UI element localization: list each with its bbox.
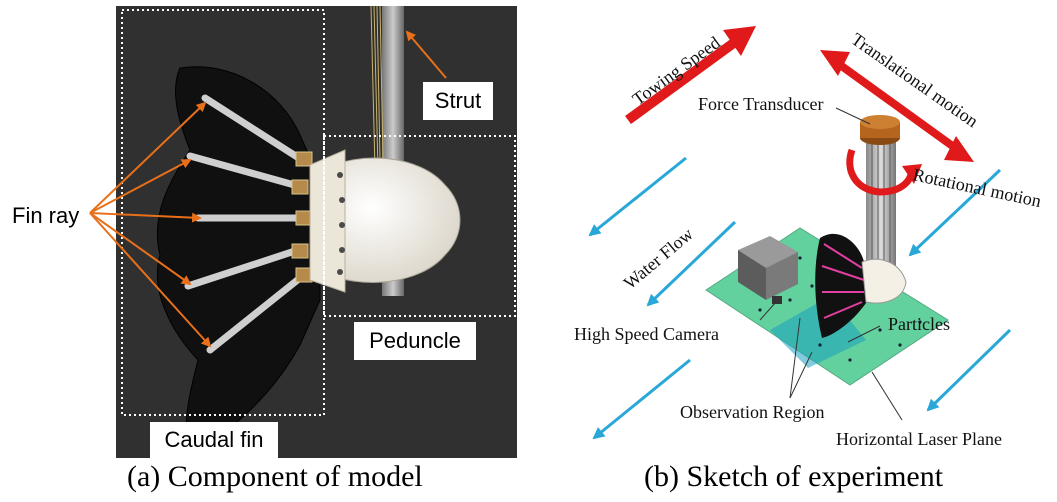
leader-lines [759,107,903,421]
peduncle-label-box [354,322,476,360]
peduncle-box [323,135,516,317]
shaft-lines [871,140,891,278]
fin-ray-arrow-3 [89,212,202,223]
flow-arrow-5 [926,328,1012,412]
observation-region-label: Observation Region [680,402,824,422]
model-fin-rays [821,243,865,319]
towing-speed-arrowhead [723,26,756,56]
peduncle-screws [337,172,345,275]
laser-plane-leader [871,371,903,421]
horizontal-laser-plane-label: Horizontal Laser Plane [836,429,1002,449]
fin-ray-2 [186,152,302,190]
shaft [866,138,896,278]
flow-arrow-3 [908,168,1002,257]
high-speed-camera [738,236,798,304]
rotational-motion-arrowhead [902,164,922,184]
rotational-motion-label: Rotational motion [911,164,1043,211]
strut-label-box [423,82,493,120]
fin-ray-label: Fin ray [12,203,79,228]
force-transducer-label: Force Transducer [698,94,823,114]
fin-ray-1 [201,94,309,166]
peduncle-front [309,149,346,293]
force-transducer-leader [835,107,871,125]
camera-leader [759,301,777,321]
fin-ray-arrow-5 [89,212,212,348]
force-transducer-top [860,115,900,129]
fin-ray-arrow-1 [89,101,207,214]
panel-a-caption: (a) Component of model [127,460,423,493]
panel-b-caption: (b) Sketch of experiment [644,460,944,493]
observation-region-leader-2 [789,317,801,399]
model-peduncle [861,258,907,304]
water-flow-arrows [588,156,1012,440]
caudal-fin-label-box [150,422,278,458]
caudal-fin-box [121,9,325,416]
water-flow-label: Water Flow [620,224,697,293]
fin-rays [184,94,309,354]
fin-ray-arrows [89,101,212,348]
fin-ray-5 [206,270,309,354]
flow-arrow-2 [646,220,737,307]
high-speed-camera-label: High Speed Camera [574,324,719,344]
flow-arrow-4 [592,358,691,440]
strut-label: Strut [435,88,481,113]
fin-ray-joints [291,151,313,283]
translational-motion-arrowhead-end [944,136,974,162]
caudal-fin-label: Caudal fin [164,427,263,452]
model-fin [815,233,868,338]
towing-speed-arrow [625,37,738,125]
translational-motion-arrow [833,58,961,154]
panel-a-photo: Strut Peduncle Caudal fin [116,5,517,458]
fin-ray-arrow-2 [89,159,192,214]
peduncle-label: Peduncle [369,328,461,353]
panel-b-sketch: Towing Speed Translational motion Force … [574,26,1043,449]
observation-region-leader-1 [789,351,813,399]
flow-arrow-1 [588,156,687,237]
rotational-motion-arrow [846,148,916,196]
particles-leader [847,325,881,343]
fin-ray-arrow-4 [89,212,192,286]
strut-arrow [405,30,447,79]
translational-motion-arrowhead-start [820,50,850,76]
fin-ray-4 [184,246,302,290]
particles-label: Particles [888,314,950,334]
